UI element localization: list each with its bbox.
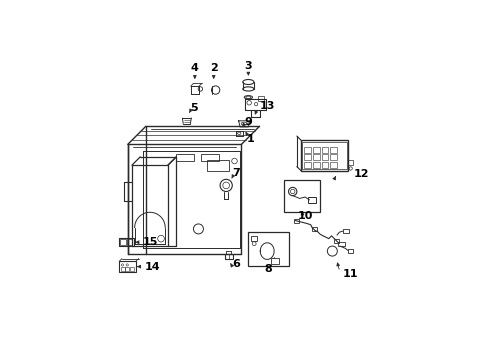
Text: 5: 5: [191, 103, 198, 113]
Bar: [127, 239, 132, 245]
Bar: [321, 162, 328, 168]
Bar: [304, 162, 311, 168]
Text: 8: 8: [265, 264, 272, 274]
Bar: [119, 238, 134, 246]
Text: 1: 1: [246, 134, 254, 144]
Text: 7: 7: [233, 168, 240, 179]
Text: 12: 12: [354, 169, 369, 179]
Bar: [284, 180, 320, 212]
Bar: [270, 258, 279, 264]
Bar: [304, 147, 311, 153]
Bar: [330, 147, 337, 153]
Text: 2: 2: [210, 63, 218, 73]
Text: 10: 10: [297, 211, 313, 221]
Bar: [248, 232, 289, 266]
Bar: [330, 162, 337, 168]
Bar: [339, 242, 345, 246]
Text: 11: 11: [343, 269, 358, 279]
Bar: [347, 249, 353, 253]
Bar: [302, 141, 347, 169]
Text: 15: 15: [143, 237, 158, 247]
Bar: [313, 162, 319, 168]
Bar: [304, 154, 311, 161]
Bar: [313, 154, 319, 161]
Bar: [294, 219, 299, 222]
Bar: [321, 154, 328, 161]
Bar: [312, 227, 317, 231]
Bar: [258, 96, 264, 102]
Text: 9: 9: [245, 117, 252, 127]
Bar: [321, 147, 328, 153]
Bar: [313, 147, 319, 153]
Text: 3: 3: [245, 61, 252, 71]
Bar: [348, 160, 353, 165]
Text: 13: 13: [260, 100, 275, 111]
Bar: [251, 237, 257, 242]
Bar: [343, 229, 349, 233]
Bar: [207, 159, 229, 171]
Text: 4: 4: [191, 63, 199, 73]
Bar: [176, 154, 195, 161]
Text: 14: 14: [145, 262, 160, 272]
Bar: [121, 267, 125, 270]
Bar: [125, 267, 129, 270]
Bar: [301, 140, 348, 171]
Bar: [334, 239, 339, 243]
Bar: [130, 267, 134, 270]
Bar: [120, 239, 126, 245]
Bar: [308, 197, 316, 203]
Bar: [330, 154, 337, 161]
Text: 6: 6: [232, 260, 240, 269]
Bar: [201, 154, 219, 161]
Bar: [119, 261, 136, 272]
Bar: [225, 254, 233, 260]
